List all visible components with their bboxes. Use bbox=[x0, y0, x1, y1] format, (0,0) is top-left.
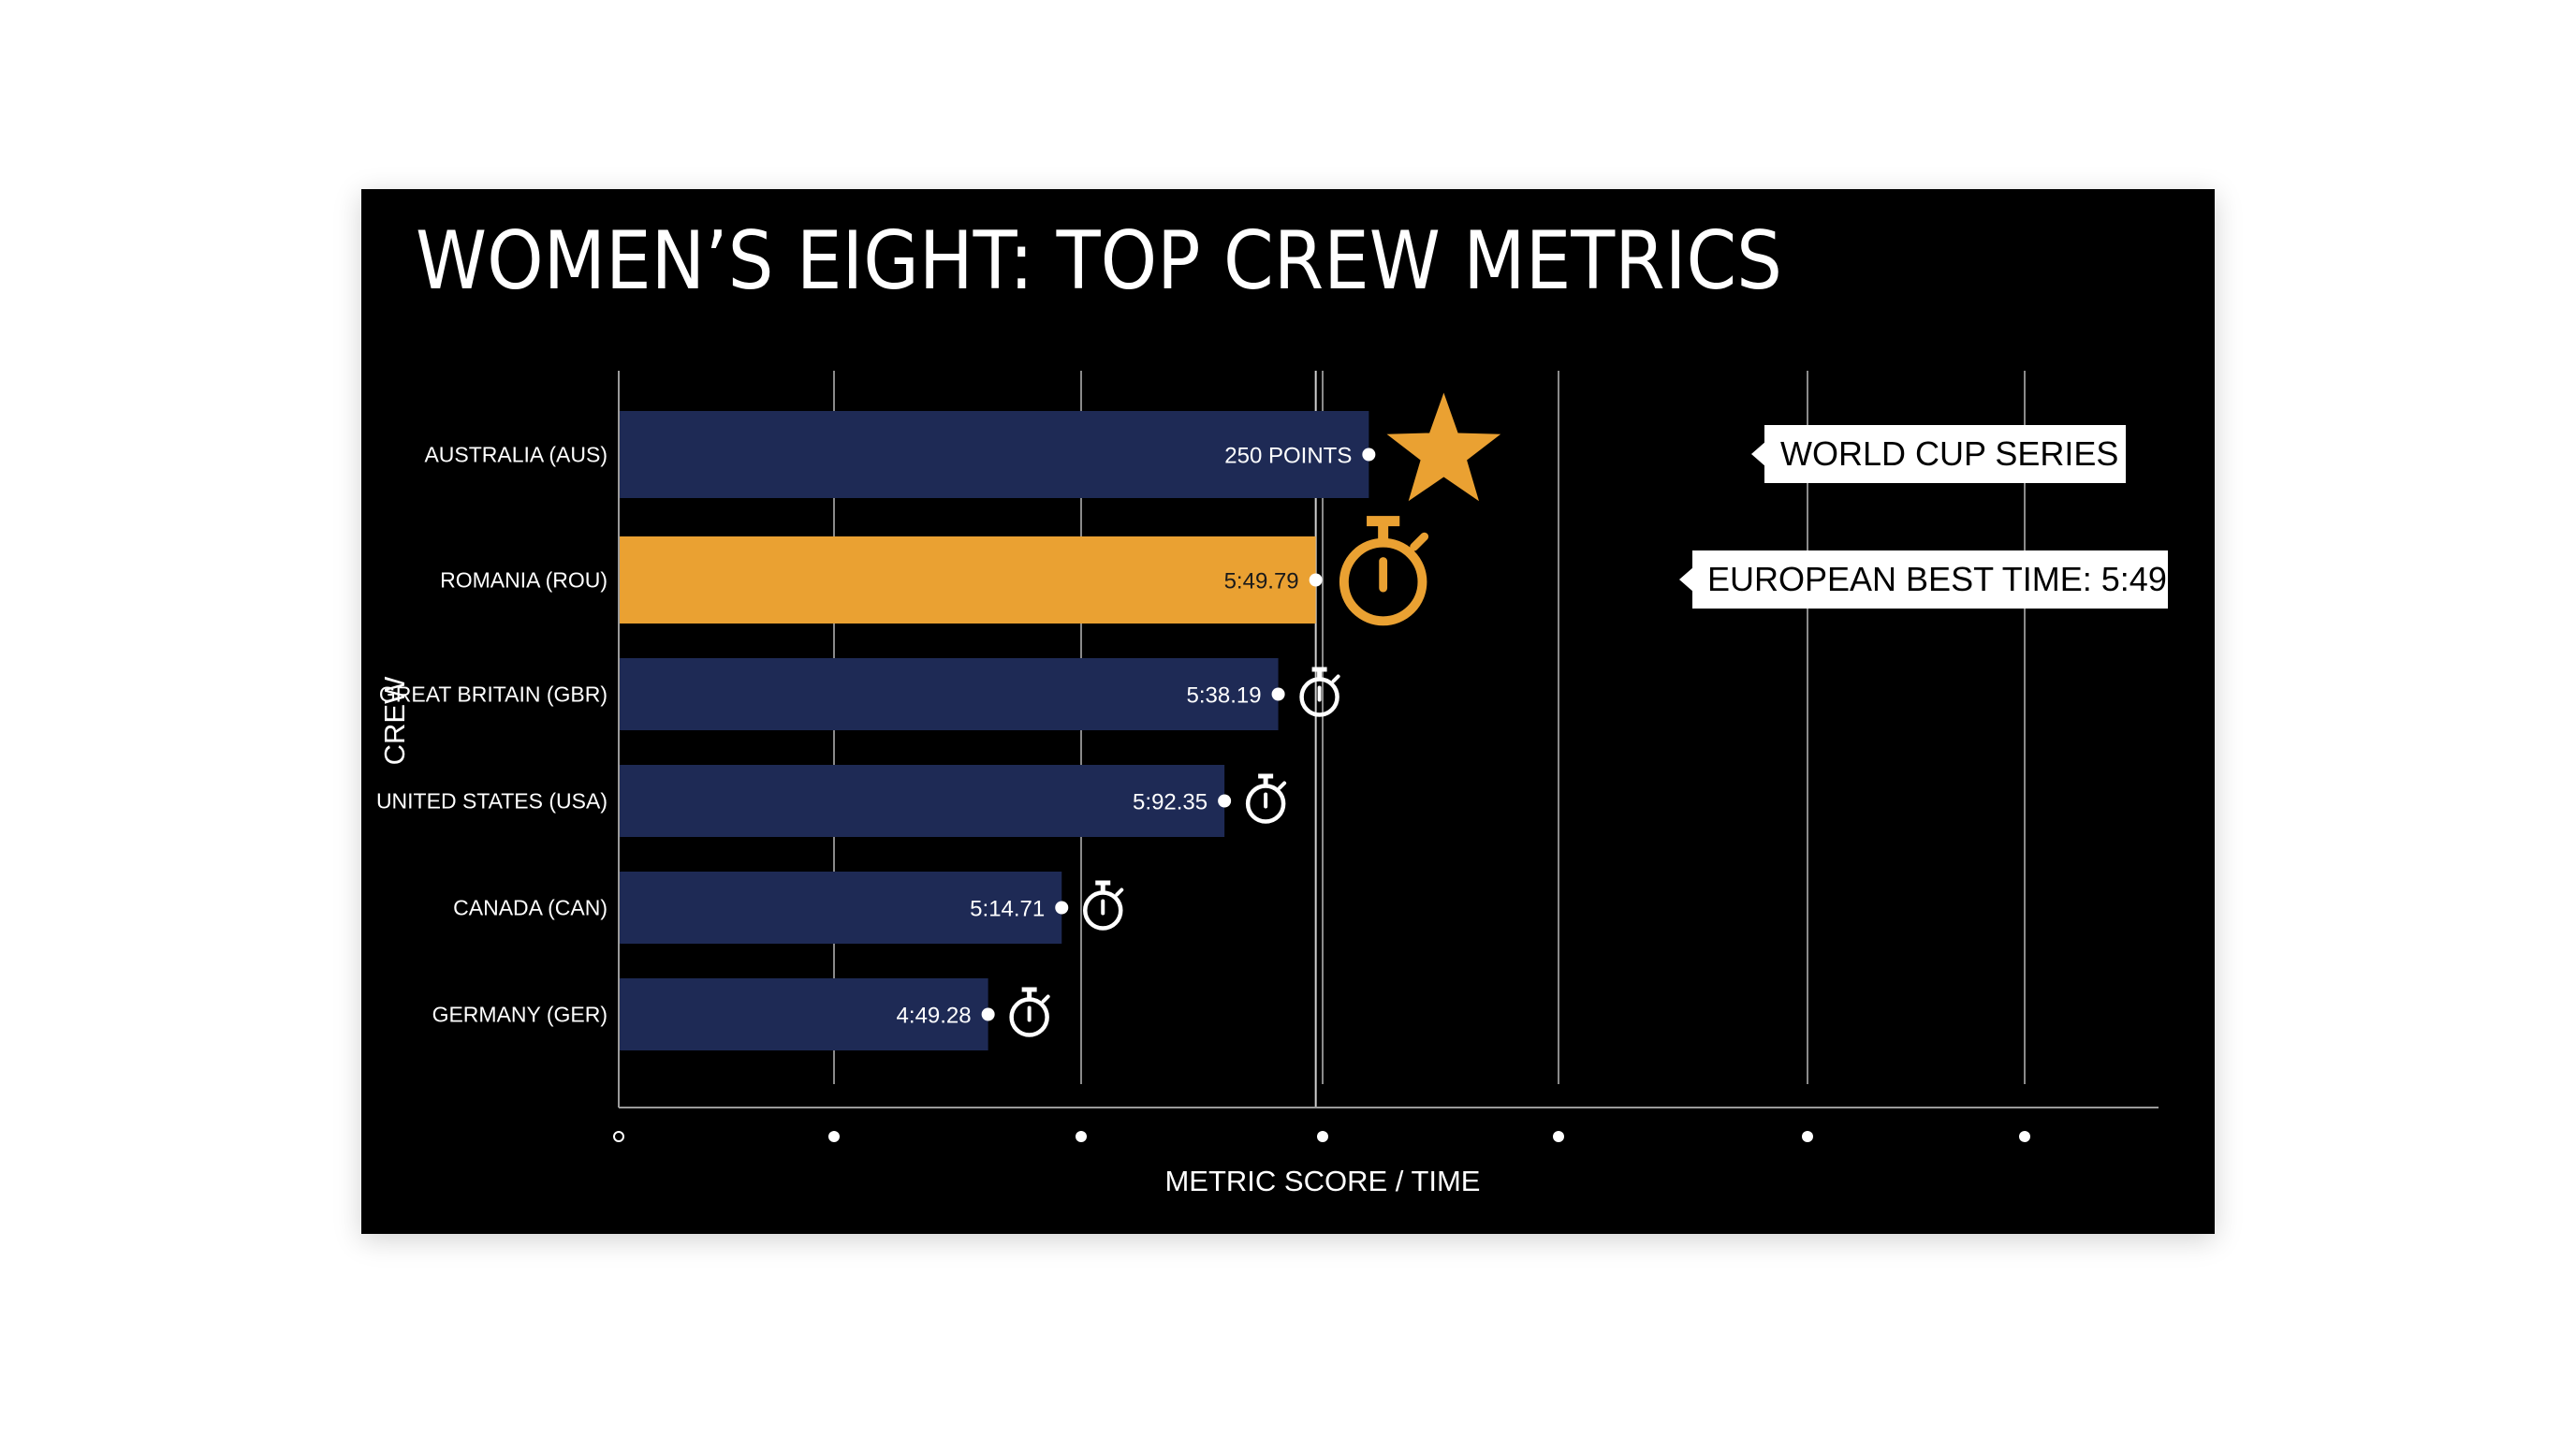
bar-4 bbox=[620, 872, 1062, 944]
x-tick-dot-4 bbox=[1553, 1131, 1564, 1142]
value-label-3: 5:92.35 bbox=[1133, 790, 1208, 815]
chart-title: WOMEN’S EIGHT: TOP CREW METRICS bbox=[416, 214, 1782, 308]
value-dot-2 bbox=[1271, 687, 1285, 701]
x-tick-dot-2 bbox=[1076, 1131, 1087, 1142]
category-label-3: UNITED STATES (USA) bbox=[376, 789, 607, 814]
value-label-2: 5:38.19 bbox=[1187, 683, 1262, 709]
x-tick-dot-3 bbox=[1317, 1131, 1328, 1142]
stopwatch-icon-large bbox=[1339, 516, 1429, 626]
bar-3 bbox=[620, 765, 1225, 837]
value-dot-5 bbox=[981, 1007, 995, 1021]
callout-pointer-1 bbox=[1679, 566, 1694, 593]
value-label-5: 4:49.28 bbox=[897, 1004, 972, 1029]
chart-panel: WOMEN’S EIGHT: TOP CREW METRICS AUSTRALI… bbox=[361, 189, 2215, 1234]
callout-text-1: EUROPEAN BEST TIME: 5:49.79 bbox=[1707, 560, 2214, 598]
star-icon bbox=[1386, 392, 1501, 502]
stopwatch-icon-3 bbox=[1245, 773, 1287, 824]
stopwatch-icon-2 bbox=[1299, 667, 1340, 717]
category-label-5: GERMANY (GER) bbox=[432, 1003, 607, 1027]
bar-1 bbox=[620, 536, 1316, 624]
callout-0: WORLD CUP SERIES WIN bbox=[1751, 425, 2193, 483]
x-tick-dot-5 bbox=[1802, 1131, 1813, 1142]
value-label-4: 5:14.71 bbox=[970, 897, 1045, 922]
y-axis-label: CREW bbox=[378, 676, 411, 765]
bar-0 bbox=[620, 411, 1369, 498]
callout-text-0: WORLD CUP SERIES WIN bbox=[1780, 434, 2193, 473]
stopwatch-icon-5 bbox=[1009, 987, 1050, 1037]
stopwatch-icon-4 bbox=[1083, 880, 1124, 931]
x-tick-dot-1 bbox=[828, 1131, 840, 1142]
value-dot-3 bbox=[1218, 794, 1232, 808]
x-axis-label: METRIC SCORE / TIME bbox=[1164, 1165, 1480, 1197]
category-label-2: GREAT BRITAIN (GBR) bbox=[379, 682, 607, 707]
category-label-1: ROMANIA (ROU) bbox=[440, 568, 607, 593]
chart-svg: WOMEN’S EIGHT: TOP CREW METRICS AUSTRALI… bbox=[376, 214, 2214, 1197]
value-dot-1 bbox=[1309, 573, 1323, 587]
callout-box-1 bbox=[1692, 550, 2168, 609]
value-label-0: 250 POINTS bbox=[1224, 444, 1352, 469]
x-tick-dot-0 bbox=[613, 1131, 624, 1142]
bar-5 bbox=[620, 978, 988, 1050]
value-label-1: 5:49.79 bbox=[1224, 569, 1299, 594]
value-dot-4 bbox=[1055, 901, 1069, 915]
value-dot-0 bbox=[1362, 448, 1376, 462]
bar-2 bbox=[620, 658, 1279, 730]
x-tick-dot-6 bbox=[2019, 1131, 2030, 1142]
callout-pointer-0 bbox=[1751, 441, 1766, 467]
callout-box-0 bbox=[1764, 425, 2126, 483]
callout-1: EUROPEAN BEST TIME: 5:49.79 bbox=[1679, 550, 2214, 609]
category-label-0: AUSTRALIA (AUS) bbox=[424, 443, 607, 467]
category-label-4: CANADA (CAN) bbox=[453, 896, 607, 920]
